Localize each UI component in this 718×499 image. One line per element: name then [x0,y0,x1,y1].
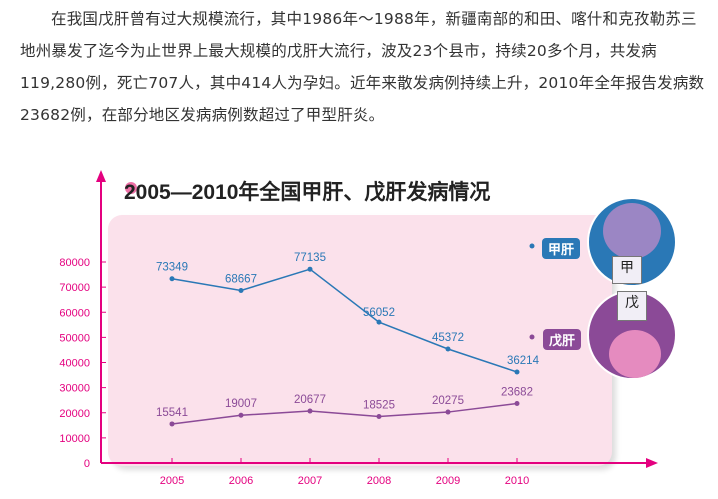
data-point [514,369,520,375]
data-label: 20677 [294,394,326,406]
data-label: 45372 [432,332,464,344]
data-point [376,413,382,419]
data-label: 15541 [156,407,188,419]
data-label: 56052 [363,307,395,319]
y-tick-label: 0 [84,458,90,470]
data-point [307,266,313,272]
data-point [445,346,451,352]
y-tick-label: 80000 [59,257,90,269]
legend-hepatitis-a: 甲肝 [542,238,581,259]
data-label: 18525 [363,399,395,411]
data-point [514,400,520,406]
data-label: 19007 [225,398,257,410]
data-point [376,319,382,325]
chart-panel [108,215,612,466]
chart-title: 2005—2010年全国甲肝、戊肝发病情况 [124,181,491,204]
hepatitis-a-tag: 甲 [612,256,642,284]
x-tick-label: 2010 [505,475,529,487]
x-tick-label: 2007 [298,475,322,487]
y-tick-label: 40000 [59,358,90,370]
y-tick-label: 10000 [59,433,90,445]
data-point [238,412,244,418]
virus-a-icon [603,203,661,259]
data-label: 68667 [225,273,257,285]
y-tick-label: 70000 [59,282,90,294]
intro-paragraph: 在我国戊肝曾有过大规模流行，其中1986年～1988年，新疆南部的和田、喀什和克… [20,10,705,124]
series-line-1 [171,402,518,425]
data-label: 20275 [432,395,464,407]
data-point [238,287,244,293]
data-point [169,276,175,282]
series-line-0 [171,268,518,373]
legend-marker [529,243,535,249]
legend-hepatitis-e: 戊肝 [543,329,582,350]
legend-marker [529,334,535,340]
hepatitis-e-tag: 戊 [617,291,647,321]
y-tick-label: 60000 [59,307,90,319]
x-axis-arrow [646,458,658,468]
y-tick-label: 50000 [59,332,90,344]
data-point [445,409,451,415]
data-label: 77135 [294,252,326,264]
virus-e-icon [609,330,661,378]
data-point [307,408,313,414]
y-tick-label: 30000 [59,383,90,395]
data-label: 36214 [507,355,540,367]
x-tick-label: 2006 [229,475,253,487]
y-axis-arrow [96,170,106,182]
x-tick-label: 2009 [436,475,460,487]
data-label: 23682 [501,386,533,398]
data-point [169,421,175,427]
x-tick-label: 2008 [367,475,391,487]
y-tick-label: 20000 [59,408,90,420]
title-bullet [125,182,137,194]
data-label: 73349 [156,262,188,274]
x-tick-label: 2005 [160,475,184,487]
